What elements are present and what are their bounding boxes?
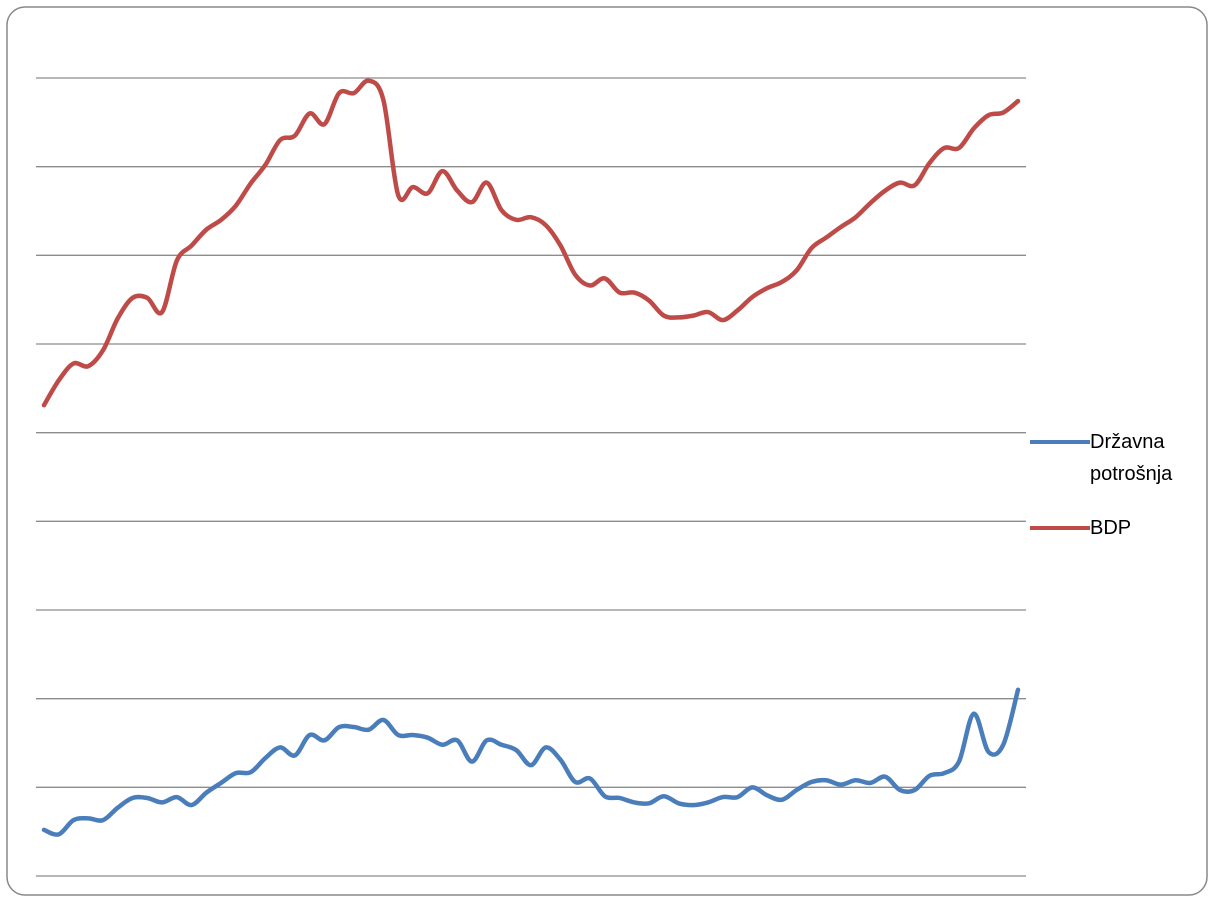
legend-swatch xyxy=(1030,526,1090,530)
legend-label: Državna potrošnja xyxy=(1090,431,1173,485)
legend-label: BDP xyxy=(1090,517,1132,539)
legend-entry: BDP xyxy=(1030,512,1210,544)
legend-swatch xyxy=(1030,440,1090,444)
legend-entry: Državna potrošnja xyxy=(1030,426,1210,490)
legend: Državna potrošnja BDP xyxy=(1030,426,1210,566)
series-line xyxy=(41,78,1021,408)
chart-frame xyxy=(6,6,1208,896)
series-line xyxy=(41,687,1021,837)
grid xyxy=(36,77,1026,877)
plot xyxy=(41,78,1021,837)
